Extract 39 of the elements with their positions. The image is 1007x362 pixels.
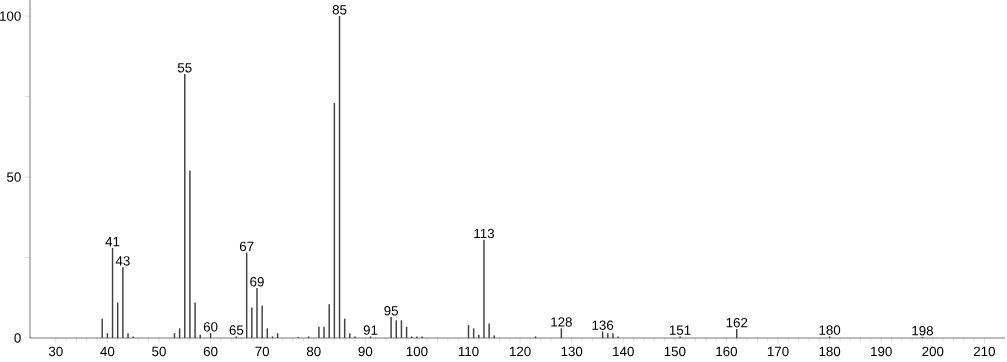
x-tick-label: 120	[509, 346, 531, 357]
annotation: 85	[332, 5, 347, 15]
annotation: 69	[250, 277, 264, 287]
x-tick-label: 60	[203, 346, 218, 357]
x-tick-label: 40	[100, 346, 115, 357]
x-tick-label: 90	[358, 346, 373, 357]
annotation: 91	[363, 325, 378, 335]
x-tick-label: 110	[458, 346, 479, 357]
x-tick-label: 200	[922, 346, 944, 357]
x-tick-label: 70	[255, 346, 270, 357]
annotation: 198	[912, 326, 933, 336]
annotation: 136	[592, 320, 614, 330]
x-tick-label: 30	[48, 346, 63, 357]
x-tick-label: 210	[973, 346, 995, 357]
annotation: 151	[669, 325, 691, 335]
annotation: 180	[819, 325, 841, 335]
y-tick-label: 50	[7, 172, 21, 182]
annotation: 128	[551, 317, 572, 327]
y-tick-label: 0	[14, 333, 21, 343]
x-tick-label: 50	[152, 346, 166, 357]
annotation: 95	[384, 306, 398, 316]
x-tick-label: 130	[561, 346, 583, 357]
annotation: 113	[474, 228, 495, 239]
annotation: 60	[203, 322, 218, 332]
x-tick-label: 190	[871, 346, 892, 357]
annotation: 41	[105, 237, 120, 247]
x-tick-label: 80	[306, 346, 321, 357]
x-tick-label: 180	[819, 346, 841, 357]
x-tick-label: 160	[716, 346, 738, 357]
x-tick-label: 140	[613, 346, 634, 357]
annotation: 65	[229, 325, 244, 335]
y-tick-label: 100	[0, 11, 21, 21]
annotation: 55	[177, 63, 192, 73]
annotation: 67	[239, 241, 254, 252]
x-tick-label: 150	[664, 346, 686, 357]
annotation: 162	[726, 317, 748, 328]
x-tick-label: 170	[767, 346, 789, 357]
x-tick-label: 100	[406, 346, 428, 357]
annotation: 43	[115, 256, 130, 266]
